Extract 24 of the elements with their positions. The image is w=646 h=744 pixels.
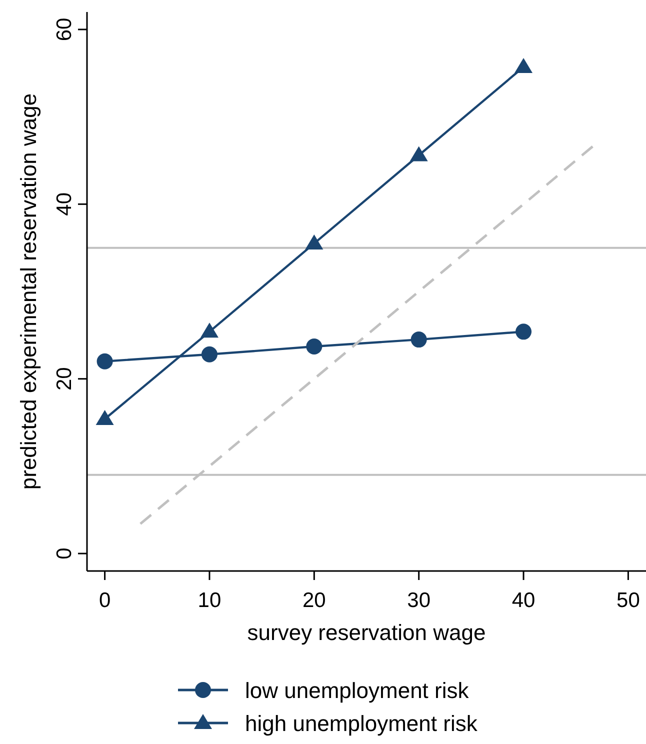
point	[410, 332, 427, 348]
y-tick-label: 0	[53, 548, 76, 560]
x-tick-label: 20	[302, 589, 326, 612]
point	[200, 322, 218, 338]
point	[410, 146, 428, 162]
y-tick-label: 40	[53, 192, 76, 216]
x-tick-label: 50	[616, 589, 640, 612]
y-tick-label: 60	[53, 18, 76, 42]
y-tick-label: 20	[53, 367, 76, 391]
point	[305, 234, 324, 250]
point	[516, 324, 532, 340]
point	[201, 346, 218, 362]
x-tick-label: 0	[98, 589, 111, 612]
legend-label: low unemployment risk	[245, 678, 470, 703]
point	[96, 353, 113, 370]
legend-label: high unemployment risk	[245, 711, 478, 736]
y-axis-title: predicted experimental reservation wage	[16, 93, 41, 490]
point	[514, 58, 533, 74]
point	[96, 410, 114, 426]
x-tick-label: 30	[407, 589, 431, 612]
x-tick-label: 40	[512, 589, 536, 612]
x-tick-label: 10	[198, 589, 222, 612]
x-axis-title: survey reservation wage	[247, 620, 486, 645]
point	[306, 338, 322, 355]
